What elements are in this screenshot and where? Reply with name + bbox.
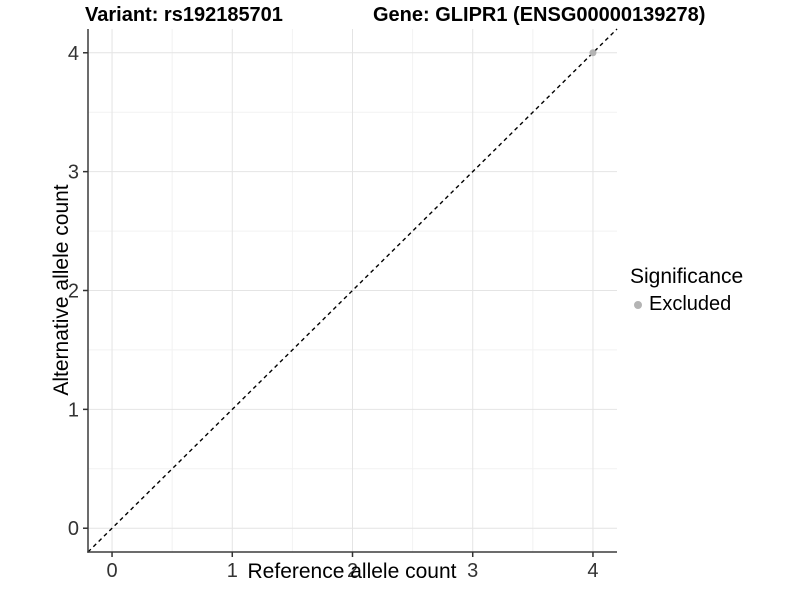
plot-title: Variant: rs192185701 Gene: GLIPR1 (ENSG0… — [0, 4, 800, 28]
legend-point-icon — [634, 300, 642, 309]
identity-line — [87, 28, 618, 553]
legend-item-label: Excluded — [649, 293, 732, 315]
x-tick-label: 2 — [347, 560, 358, 582]
legend-title: Significance — [630, 265, 744, 288]
legend-item-excluded: Excluded — [630, 293, 743, 316]
variant-title: Variant: rs192185701 — [85, 4, 283, 26]
y-tick-label: 4 — [68, 43, 79, 65]
y-tick-label: 0 — [68, 518, 79, 540]
x-tick-label: 1 — [227, 560, 238, 582]
legend: Significance Excluded — [630, 264, 743, 316]
x-tick-label: 3 — [467, 560, 478, 582]
x-axis-title: Reference allele count — [247, 560, 457, 583]
x-tick-label: 0 — [106, 560, 117, 582]
y-tick-label: 3 — [68, 162, 79, 184]
data-point — [589, 49, 597, 57]
y-axis-title: Alternative allele count — [50, 184, 73, 396]
y-tick-label: 1 — [68, 399, 79, 421]
y-tick-label: 2 — [68, 281, 79, 303]
gene-title: Gene: GLIPR1 (ENSG00000139278) — [373, 4, 706, 26]
x-tick-label: 4 — [587, 560, 598, 582]
